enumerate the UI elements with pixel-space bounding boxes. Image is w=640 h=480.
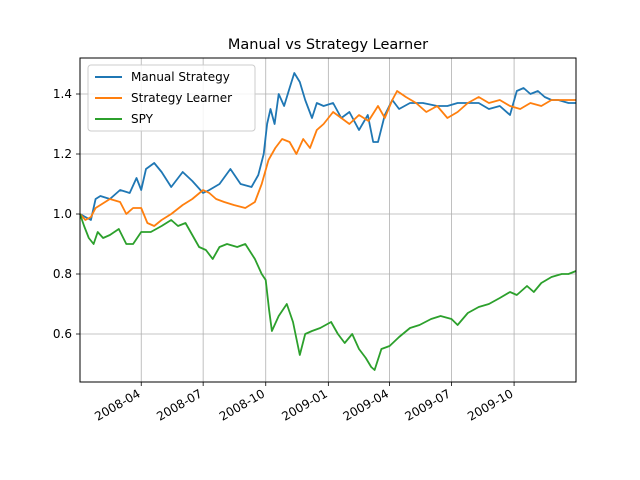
y-tick-label: 0.8	[53, 267, 72, 281]
chart-title: Manual vs Strategy Learner	[228, 37, 428, 53]
y-tick-label: 1.4	[53, 87, 72, 101]
y-tick-label: 1.2	[53, 147, 72, 161]
x-tick-label: 2009-07	[403, 386, 453, 423]
legend: Manual Strategy Strategy Learner SPY	[87, 64, 256, 132]
x-tick-label: 2008-10	[217, 386, 267, 423]
x-tick-label: 2008-04	[92, 386, 142, 423]
series-line-spy	[79, 213, 577, 371]
legend-label: Strategy Learner	[131, 91, 232, 105]
x-tick-label: 2009-04	[341, 386, 391, 423]
x-tick-label: 2009-10	[465, 386, 515, 423]
series-layer	[79, 72, 577, 371]
legend-label: Manual Strategy	[131, 70, 230, 84]
y-tick-label: 0.6	[53, 327, 72, 341]
axis-ticks: 0.6 0.8 1.0 1.2 1.4 2008-04 2008-07 2008-10 2009…	[53, 87, 516, 424]
legend-box	[87, 64, 256, 132]
x-tick-label: 2008-07	[154, 386, 204, 423]
series-line-manual-strategy	[79, 72, 576, 221]
x-tick-label: 2009-01	[279, 386, 329, 423]
series-line-strategy-learner	[79, 90, 576, 227]
legend-label: SPY	[131, 112, 154, 126]
y-tick-label: 1.0	[53, 207, 72, 221]
